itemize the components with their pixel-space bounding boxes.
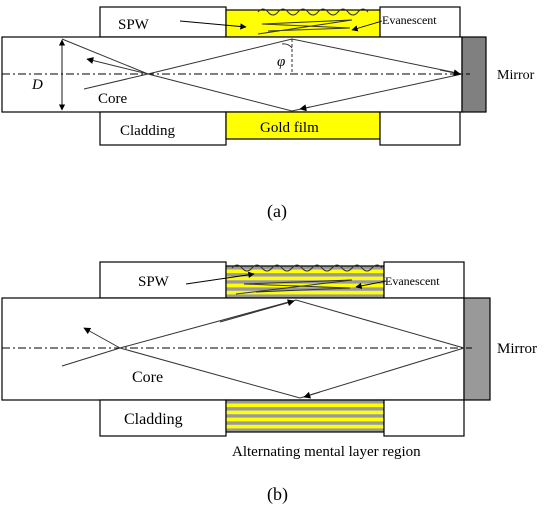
gold-film-top-a [225, 9, 381, 38]
metal-layer-top-stripe [226, 294, 384, 298]
metal-layer-bottom-stripe [226, 400, 384, 404]
layer-region-label-b: Alternating mental layer region [232, 444, 421, 460]
caption-a: (a) [267, 201, 287, 222]
cladding-bottom-a [99, 111, 227, 146]
cladding-top-b [99, 261, 227, 299]
cladding-top-a [99, 6, 227, 38]
evanescent-pointer-a [351, 20, 383, 32]
metal-layer-bottom-stripe [226, 410, 384, 415]
metal-layer-bottom-stripe [226, 421, 384, 425]
cladding-label-b: Cladding [124, 411, 183, 428]
cladding-top-right-a [379, 6, 461, 38]
metal-layer-top-stripe [226, 269, 384, 274]
evanescent-label-b: Evanescent [385, 274, 440, 288]
spw-pointer-b [185, 271, 255, 285]
core-label-b: Core [132, 369, 163, 386]
spw-label-b: SPW [138, 274, 170, 290]
metal-layers-bottom-b [225, 399, 385, 433]
ray-arrow-mirror-a [439, 69, 461, 77]
cladding-bottom-right-a [379, 111, 461, 146]
metal-layer-bottom-stripe [226, 424, 384, 429]
ray-arrow-a [86, 57, 149, 75]
metal-layer-top-stripe [226, 290, 384, 295]
ray-arrow-b [83, 327, 121, 349]
mirror-label-a: Mirror [497, 68, 535, 83]
mirror-a [461, 36, 487, 113]
spw-wave-a [257, 8, 369, 16]
metal-layer-bottom-stripe [226, 414, 384, 418]
mirror-b [463, 297, 491, 401]
ray-return-a [83, 73, 149, 90]
ray-lower-b [119, 347, 465, 399]
metal-layer-top-stripe [226, 273, 384, 277]
metal-layer-top-stripe [226, 266, 384, 270]
metal-layer-bottom-stripe [226, 428, 384, 432]
diameter-label-a: D [31, 77, 43, 93]
ray-arrow-bottom-b [303, 391, 321, 399]
core-a [1, 36, 463, 113]
panel-b: SPW Evanescent Core Cladding Mirror Alte… [1, 261, 537, 505]
metal-layer-bottom-stripe [226, 407, 384, 411]
mirror-label-b: Mirror [497, 341, 537, 357]
ray-return-b [61, 347, 121, 367]
metal-layer-top-stripe [226, 276, 384, 281]
spw-pointer-a [179, 20, 247, 30]
evanescent-label-a: Evanescent [382, 13, 437, 27]
evanescent-pointer-b [355, 280, 387, 289]
metal-layer-bottom-stripe [226, 417, 384, 422]
caption-b: (b) [267, 484, 288, 505]
angle-label-a: φ [277, 54, 285, 70]
evanescent-zigzag-b [235, 279, 353, 295]
ray-arrow-bottom-a [299, 104, 311, 112]
cladding-label-a: Cladding [120, 123, 175, 139]
angle-arc-a [281, 43, 293, 49]
gold-film-label-a: Gold film [260, 120, 319, 136]
cladding-bottom-right-b [383, 399, 465, 437]
spw-label-a: SPW [118, 17, 150, 33]
evanescent-zigzag-a [257, 19, 353, 35]
ray-arrow-top-b [219, 299, 295, 323]
core-b [1, 297, 465, 401]
metal-layer-top-stripe [226, 287, 384, 291]
panel-a: SPW Evanescent Core Cladding Gold film M… [1, 6, 535, 222]
ray-upper-b [119, 299, 465, 349]
cladding-top-right-b [383, 261, 465, 299]
ray-lower-a [61, 38, 463, 112]
spw-wave-b [231, 264, 383, 272]
core-label-a: Core [98, 91, 128, 107]
metal-layer-bottom-stripe [226, 403, 384, 408]
